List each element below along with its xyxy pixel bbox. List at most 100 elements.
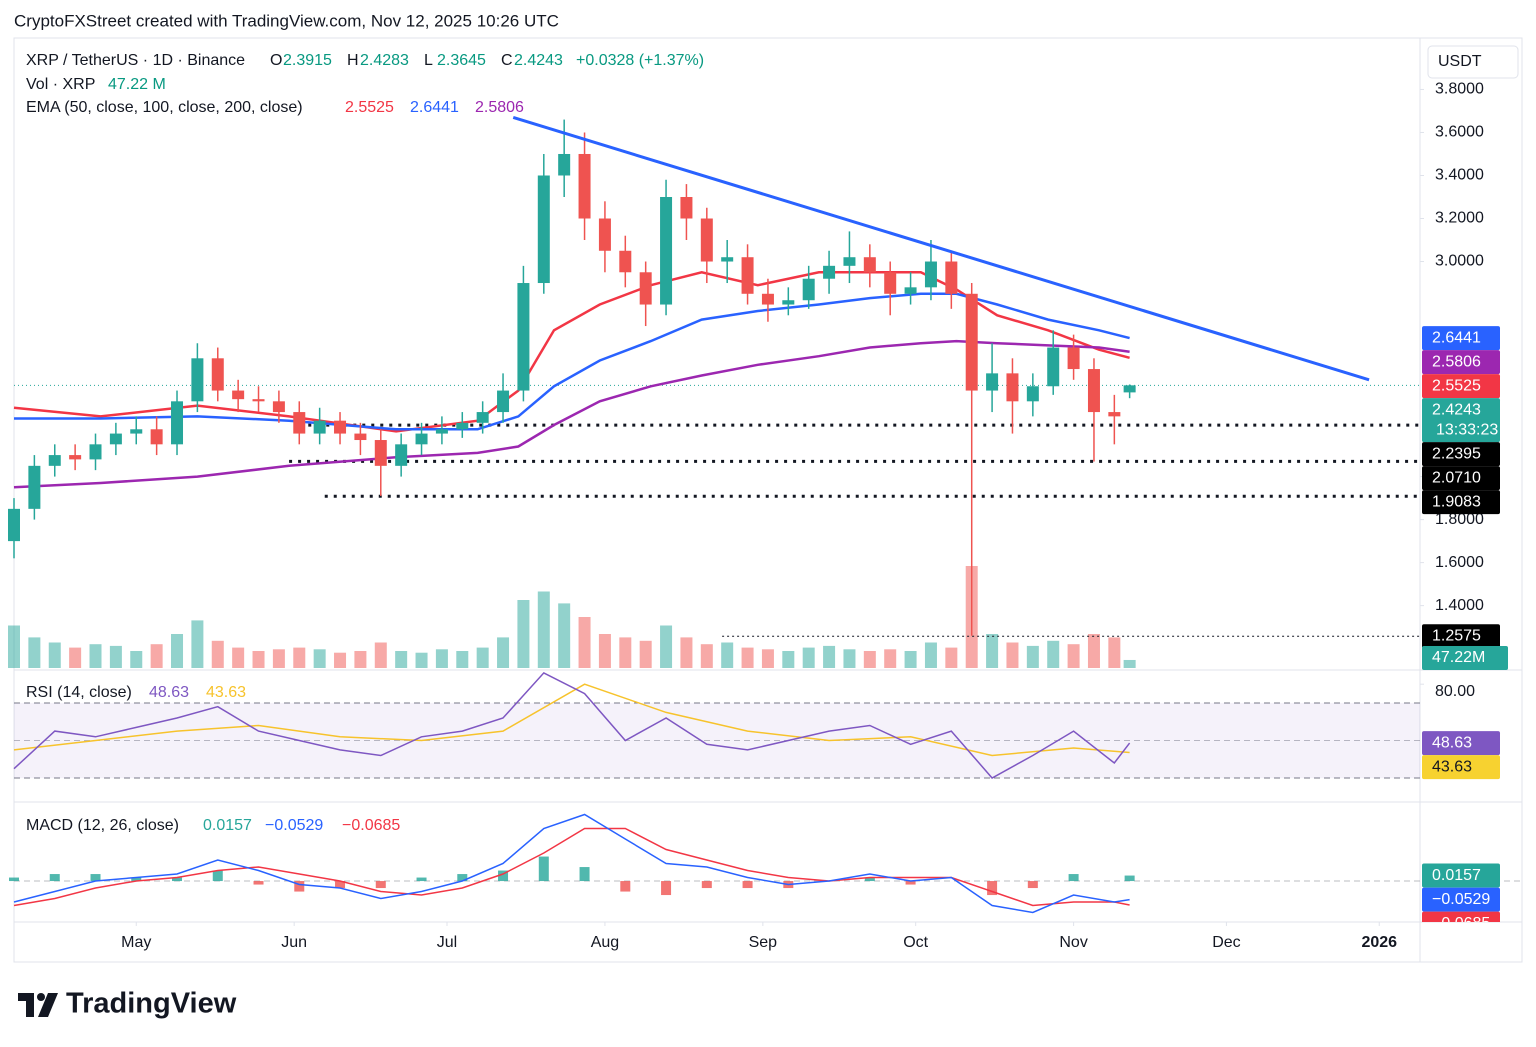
volume-bar bbox=[334, 652, 347, 668]
candle-body bbox=[660, 197, 673, 305]
ema-line bbox=[14, 292, 1130, 431]
legend-ohlc-value: 2.3915 bbox=[283, 52, 332, 69]
footer-brand: TradingView bbox=[66, 988, 237, 1020]
price-marker-label: 1.9083 bbox=[1432, 493, 1481, 510]
volume-bar bbox=[374, 642, 387, 668]
y-tick-label: 3.6000 bbox=[1435, 124, 1484, 141]
price-marker bbox=[1422, 326, 1500, 351]
volume-bar bbox=[1047, 640, 1060, 668]
volume-bar bbox=[1108, 637, 1121, 668]
price-marker-label: 2.4243 bbox=[1432, 401, 1481, 418]
unit-box bbox=[1427, 45, 1519, 79]
volume-bar bbox=[232, 647, 245, 668]
candle-body bbox=[823, 265, 836, 279]
candle-body bbox=[374, 440, 387, 466]
candle-body bbox=[537, 175, 550, 284]
price-marker-label: 2.6441 bbox=[1432, 329, 1481, 346]
candle-body bbox=[313, 420, 326, 434]
legend-rsi-value: 43.63 bbox=[206, 684, 246, 701]
legend-ema-value: 2.5806 bbox=[475, 99, 524, 116]
volume-bar bbox=[639, 640, 652, 668]
candle-body bbox=[395, 444, 408, 466]
logo-shape bbox=[38, 993, 58, 1017]
volume-bar bbox=[48, 642, 61, 668]
price-marker bbox=[1422, 887, 1500, 912]
price-marker bbox=[1422, 398, 1500, 443]
price-marker bbox=[1422, 731, 1500, 756]
volume-bar bbox=[700, 644, 713, 668]
macd-markers: 0.0157 −0.0529 −0.0685 bbox=[1422, 863, 1500, 922]
volume-bar bbox=[69, 647, 82, 668]
macd-histogram-bar bbox=[620, 881, 631, 892]
candle-body bbox=[945, 261, 958, 294]
candle-body bbox=[1087, 369, 1100, 413]
candle-body bbox=[1108, 412, 1121, 417]
legend-symbol: XRP / TetherUS · 1D · Binance bbox=[26, 52, 245, 69]
candle-body bbox=[598, 218, 611, 251]
macd-histogram-bar bbox=[987, 881, 998, 896]
candle-body bbox=[924, 261, 937, 288]
candle-body bbox=[1026, 386, 1039, 402]
candle-body bbox=[558, 153, 571, 176]
legend-ohlc-key: O bbox=[270, 52, 282, 69]
macd-histogram-bar bbox=[579, 867, 590, 882]
candle-body bbox=[578, 153, 591, 219]
volume-marker bbox=[1422, 645, 1508, 670]
candle-body bbox=[517, 283, 530, 391]
macd-histogram-bar bbox=[457, 874, 468, 882]
legend-ohlc-value: 2.4283 bbox=[360, 52, 409, 69]
legend-macd-value: −0.0529 bbox=[265, 817, 323, 834]
candle-body bbox=[497, 390, 510, 413]
candle-body bbox=[272, 401, 285, 413]
volume-bar bbox=[823, 645, 836, 668]
macd-histogram-bar bbox=[90, 874, 101, 882]
candle-body bbox=[171, 401, 184, 445]
x-tick-label: Nov bbox=[1059, 934, 1087, 951]
volume-marker-label: 47.22M bbox=[1432, 649, 1485, 666]
candle-body bbox=[1123, 385, 1136, 393]
y-tick-label: 1.8000 bbox=[1435, 511, 1484, 528]
ema-line bbox=[13, 339, 1130, 489]
candle-body bbox=[252, 399, 265, 402]
y-tick-label: 3.2000 bbox=[1435, 210, 1484, 227]
volume-bar bbox=[109, 645, 122, 668]
volume-bar bbox=[680, 637, 693, 668]
candle-body bbox=[8, 508, 20, 542]
macd-histogram-bar bbox=[864, 877, 875, 882]
price-marker-label: 2.2395 bbox=[1432, 445, 1481, 462]
macd-histogram-bar bbox=[131, 877, 142, 882]
volume-bar bbox=[171, 634, 184, 668]
candle-body bbox=[334, 420, 347, 434]
candle-body bbox=[782, 300, 795, 305]
candle-body bbox=[69, 455, 82, 460]
macd-histogram-bar bbox=[49, 874, 60, 882]
rsi-y-tick-label: 80.00 bbox=[1435, 683, 1475, 700]
price-marker bbox=[1422, 911, 1500, 922]
volume-bar bbox=[28, 637, 41, 668]
legend-rsi: RSI (14, close) bbox=[26, 684, 132, 701]
volume-bar bbox=[782, 651, 795, 668]
legend-macd: MACD (12, 26, close) bbox=[26, 817, 179, 834]
volume-bar bbox=[619, 637, 632, 668]
price-marker-countdown: 13:33:23 bbox=[1436, 421, 1498, 438]
candle-body bbox=[1047, 347, 1060, 387]
candle-body bbox=[28, 465, 41, 509]
price-marker bbox=[1422, 442, 1500, 467]
volume-bar bbox=[497, 637, 510, 668]
candle-body bbox=[48, 455, 61, 466]
trendline bbox=[512, 115, 1370, 382]
volume-bar bbox=[191, 620, 204, 668]
volume-bar bbox=[1123, 659, 1136, 668]
volume-bar bbox=[272, 649, 285, 668]
rsi-band-fill bbox=[14, 702, 1420, 779]
candle-body bbox=[965, 293, 978, 391]
macd-histogram-bar bbox=[742, 881, 753, 889]
logo-shape bbox=[18, 993, 34, 1017]
volume-bar bbox=[1026, 645, 1039, 668]
x-tick-label: Jul bbox=[437, 934, 457, 951]
legend-rsi-value: 48.63 bbox=[149, 684, 189, 701]
volume-bar bbox=[924, 642, 937, 668]
candle-body bbox=[1067, 347, 1080, 370]
volume-bar bbox=[741, 647, 754, 668]
